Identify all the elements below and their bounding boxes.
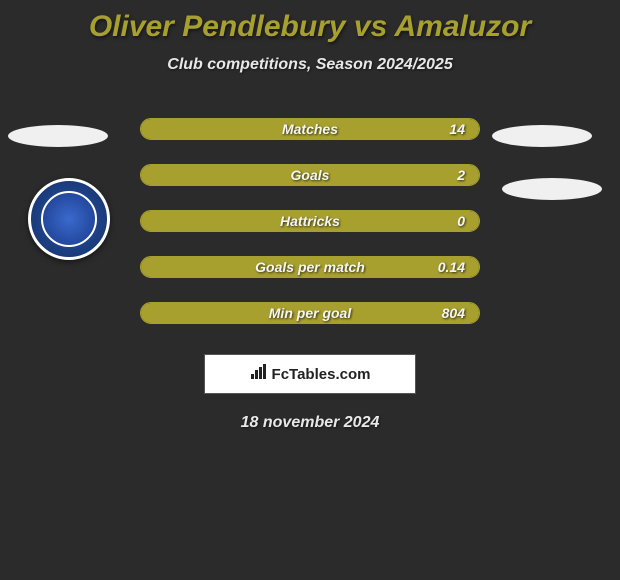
stats-area: Matches 14 Goals 2 Hattricks 0 Goals per… — [0, 106, 620, 336]
stat-value-right: 0.14 — [438, 259, 465, 275]
attribution-label: FcTables.com — [272, 366, 371, 383]
stat-value-right: 804 — [442, 305, 465, 321]
attribution-text: FcTables.com — [250, 364, 371, 384]
stat-row: Hattricks 0 — [0, 198, 620, 244]
stat-row: Goals 2 — [0, 152, 620, 198]
stat-value-right: 0 — [457, 213, 465, 229]
stat-label: Matches — [282, 121, 338, 137]
stat-row: Goals per match 0.14 — [0, 244, 620, 290]
page-title: Oliver Pendlebury vs Amaluzor — [0, 0, 620, 44]
stat-label: Goals per match — [255, 259, 365, 275]
date-line: 18 november 2024 — [0, 414, 620, 432]
stat-value-right: 14 — [449, 121, 465, 137]
page-subtitle: Club competitions, Season 2024/2025 — [0, 56, 620, 74]
stat-value-right: 2 — [457, 167, 465, 183]
stat-label: Min per goal — [269, 305, 351, 321]
bar-chart-icon — [250, 364, 268, 384]
attribution-box: FcTables.com — [204, 354, 416, 394]
comparison-infographic: Oliver Pendlebury vs Amaluzor Club compe… — [0, 0, 620, 580]
stat-label: Goals — [291, 167, 330, 183]
stat-row: Min per goal 804 — [0, 290, 620, 336]
stat-label: Hattricks — [280, 213, 340, 229]
stat-row: Matches 14 — [0, 106, 620, 152]
